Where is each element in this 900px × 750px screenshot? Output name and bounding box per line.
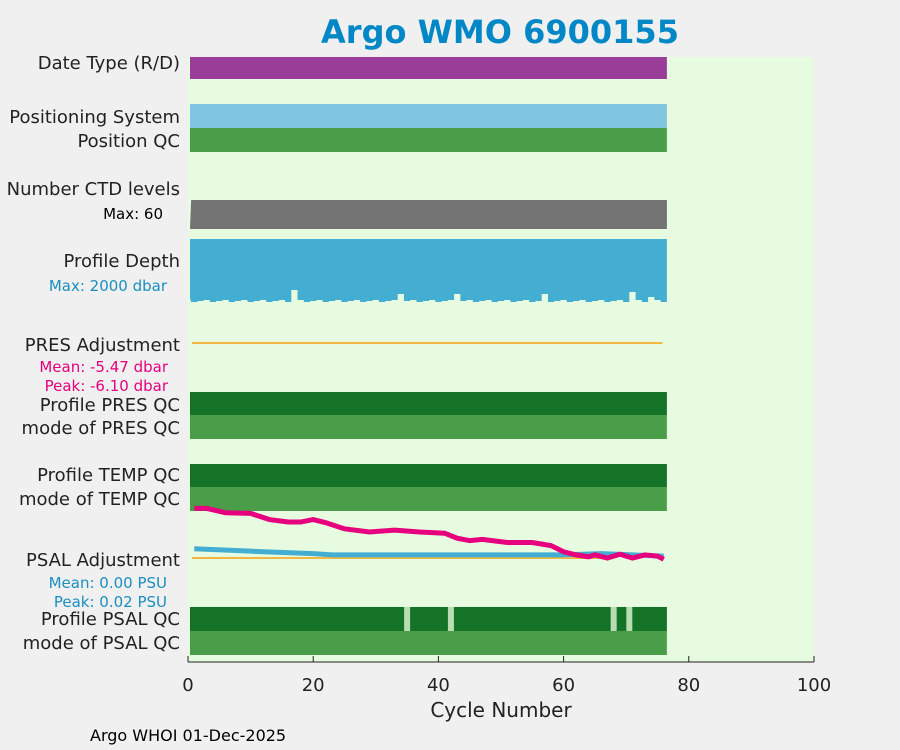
bar-mode-pres-qc [190, 415, 667, 439]
plot-area [188, 57, 814, 662]
psal-qc-gaps [404, 607, 633, 631]
label-date-type: Date Type (R/D) [38, 53, 180, 74]
psal-qc-gap [447, 607, 454, 631]
label-mode-temp-qc: mode of TEMP QC [19, 489, 180, 510]
x-tick-label: 0 [182, 675, 193, 696]
annotation-ctd-max: Max: 60 [103, 205, 163, 223]
annotation-pres-mean: Mean: -5.47 dbar [39, 358, 169, 376]
bar-mode-psal-qc [190, 631, 667, 655]
psal-qc-gap [610, 607, 617, 631]
label-positioning-system: Positioning System [9, 107, 180, 128]
bar-profile-psal-qc [190, 607, 667, 631]
bar-mode-temp-qc [190, 487, 667, 511]
label-profile-psal-qc: Profile PSAL QC [41, 609, 180, 630]
annotation-depth-max: Max: 2000 dbar [49, 277, 168, 295]
label-mode-pres-qc: mode of PRES QC [22, 418, 180, 439]
x-tick-label: 40 [427, 675, 450, 696]
area-ctd-levels [190, 200, 667, 229]
label-pres-adjustment: PRES Adjustment [25, 335, 180, 356]
x-tick-label: 20 [302, 675, 325, 696]
x-axis-ticks: 0 20 40 60 80 100 [182, 656, 831, 696]
line-psal-adjustment [194, 505, 665, 562]
label-profile-depth: Profile Depth [63, 251, 180, 272]
footer-credit: Argo WHOI 01-Dec-2025 [90, 726, 286, 745]
area-profile-depth [190, 239, 667, 302]
x-tick-label: 80 [677, 675, 700, 696]
bar-positioning-system [190, 104, 667, 128]
annotation-pres-peak: Peak: -6.10 dbar [45, 377, 169, 395]
bar-profile-temp-qc [190, 464, 667, 487]
label-psal-adjustment: PSAL Adjustment [26, 550, 180, 571]
annotation-psal-mean: Mean: 0.00 PSU [49, 574, 167, 592]
annotation-psal-peak: Peak: 0.02 PSU [54, 593, 167, 611]
psal-qc-gap [404, 607, 411, 631]
psal-qc-gap [626, 607, 633, 631]
bar-position-qc [190, 128, 667, 152]
bar-date-type [190, 57, 667, 79]
chart-title: Argo WMO 6900155 [321, 13, 679, 51]
label-num-ctd-levels: Number CTD levels [7, 179, 180, 200]
bar-profile-pres-qc [190, 392, 667, 415]
label-mode-psal-qc: mode of PSAL QC [23, 633, 180, 654]
label-profile-pres-qc: Profile PRES QC [40, 395, 180, 416]
x-tick-label: 100 [797, 675, 831, 696]
label-profile-temp-qc: Profile TEMP QC [37, 465, 180, 486]
x-axis-label: Cycle Number [430, 698, 572, 722]
x-tick-label: 60 [552, 675, 575, 696]
label-position-qc: Position QC [77, 131, 180, 152]
